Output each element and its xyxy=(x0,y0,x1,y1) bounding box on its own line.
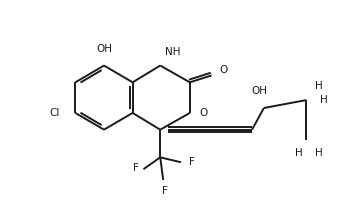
Text: O: O xyxy=(200,108,208,118)
Text: H: H xyxy=(320,95,328,105)
Text: F: F xyxy=(189,157,195,167)
Text: F: F xyxy=(133,163,139,173)
Text: OH: OH xyxy=(251,86,267,96)
Text: H: H xyxy=(315,148,323,158)
Text: NH: NH xyxy=(165,47,181,57)
Text: O: O xyxy=(219,65,228,75)
Text: H: H xyxy=(315,81,323,91)
Text: F: F xyxy=(162,186,168,196)
Text: H: H xyxy=(295,148,303,158)
Text: Cl: Cl xyxy=(49,108,59,118)
Text: OH: OH xyxy=(96,44,112,54)
